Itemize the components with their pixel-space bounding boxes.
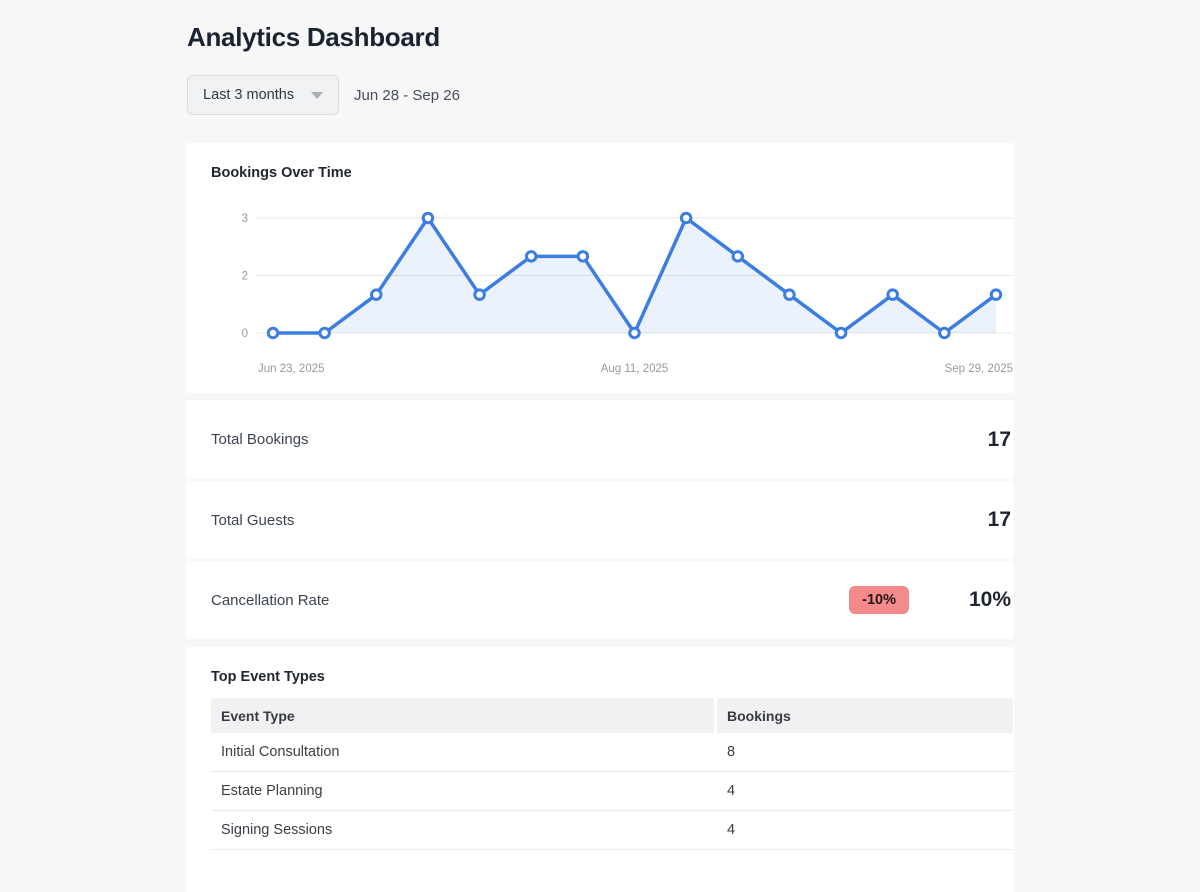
stat-value-group: -10% 10% xyxy=(849,586,1014,614)
event-types-table: Event Type Bookings Initial Consultation 8… xyxy=(211,698,1013,850)
data-point-marker xyxy=(834,326,848,340)
data-point-marker xyxy=(473,288,486,301)
date-range-text: Jun 28 - Sep 26 xyxy=(354,86,460,104)
stat-value: 17 xyxy=(987,508,1011,531)
y-axis-tick-label: 2 xyxy=(242,271,248,283)
data-point-marker xyxy=(886,288,899,301)
x-axis-tick-label: Sep 29, 2025 xyxy=(945,363,1013,375)
bookings-over-time-card: Bookings Over Time 0 2 3 Jun 23, 2025 Aug 11… xyxy=(186,143,1014,393)
chevron-down-icon xyxy=(311,91,323,99)
bookings-count-cell: 8 xyxy=(727,744,736,760)
filters-bar: Last 3 months Jun 28 - Sep 26 xyxy=(187,75,460,115)
page-title: Analytics Dashboard xyxy=(187,22,440,52)
event-type-cell: Signing Sessions xyxy=(221,822,333,838)
area-fill xyxy=(273,218,996,333)
data-point-marker xyxy=(938,326,951,340)
stat-label: Total Bookings xyxy=(211,431,309,448)
bookings-line-chart: 0 2 3 Jun 23, 2025 Aug 11, 2025 Sep 29, 2025 xyxy=(242,211,1013,375)
table-column-header: Bookings xyxy=(717,698,1013,733)
stat-label: Cancellation Rate xyxy=(211,591,330,609)
data-point-marker xyxy=(576,250,590,263)
x-axis-tick-label: Jun 23, 2025 xyxy=(258,363,325,375)
stat-value: 17 xyxy=(987,427,1011,451)
stat-card: Cancellation Rate -10% 10% xyxy=(186,561,1014,639)
table-body: Initial Consultation 8 Estate Planning 4 Sig… xyxy=(211,733,1013,850)
data-point-marker xyxy=(318,326,331,340)
stat-change-badge: -10% xyxy=(849,586,909,614)
data-point-marker xyxy=(370,288,383,301)
event-type-cell: Initial Consultation xyxy=(221,744,340,760)
data-point-marker xyxy=(679,211,693,225)
bookings-count-cell: 4 xyxy=(727,822,736,838)
data-point-marker xyxy=(628,326,641,340)
top-event-types-card: Top Event Types Event Type Bookings Initi… xyxy=(186,647,1014,892)
bookings-count-cell: 4 xyxy=(727,783,736,799)
table-row: Signing Sessions 4 xyxy=(211,811,1013,850)
stat-value-group: 17 xyxy=(988,428,1014,452)
stat-card: Total Bookings 17 xyxy=(186,400,1014,479)
x-axis-tick-label: Aug 11, 2025 xyxy=(601,363,669,375)
table-row: Estate Planning 4 xyxy=(211,772,1013,811)
data-point-marker xyxy=(783,288,796,301)
data-point-marker xyxy=(731,250,745,263)
chart-title: Bookings Over Time xyxy=(211,165,352,181)
data-point-marker xyxy=(421,211,435,225)
y-axis-tick-label: 0 xyxy=(242,328,248,340)
data-point-marker xyxy=(266,326,280,340)
y-axis-tick-label: 3 xyxy=(242,213,248,225)
data-point-marker xyxy=(524,250,538,263)
date-range-dropdown-value: Last 3 months xyxy=(203,87,295,103)
date-range-dropdown[interactable]: Last 3 months xyxy=(187,75,339,115)
table-header-row: Event Type Bookings xyxy=(211,698,1013,733)
stat-label: Total Guests xyxy=(211,511,295,529)
stat-value-group: 17 xyxy=(988,508,1014,532)
data-point-marker xyxy=(989,288,1003,301)
stat-card: Total Guests 17 xyxy=(186,481,1014,559)
table-column-header: Event Type xyxy=(211,698,714,733)
event-type-cell: Estate Planning xyxy=(221,783,323,799)
table-row: Initial Consultation 8 xyxy=(211,733,1013,772)
table-title: Top Event Types xyxy=(211,669,325,685)
stat-value: 10% xyxy=(968,588,1011,611)
